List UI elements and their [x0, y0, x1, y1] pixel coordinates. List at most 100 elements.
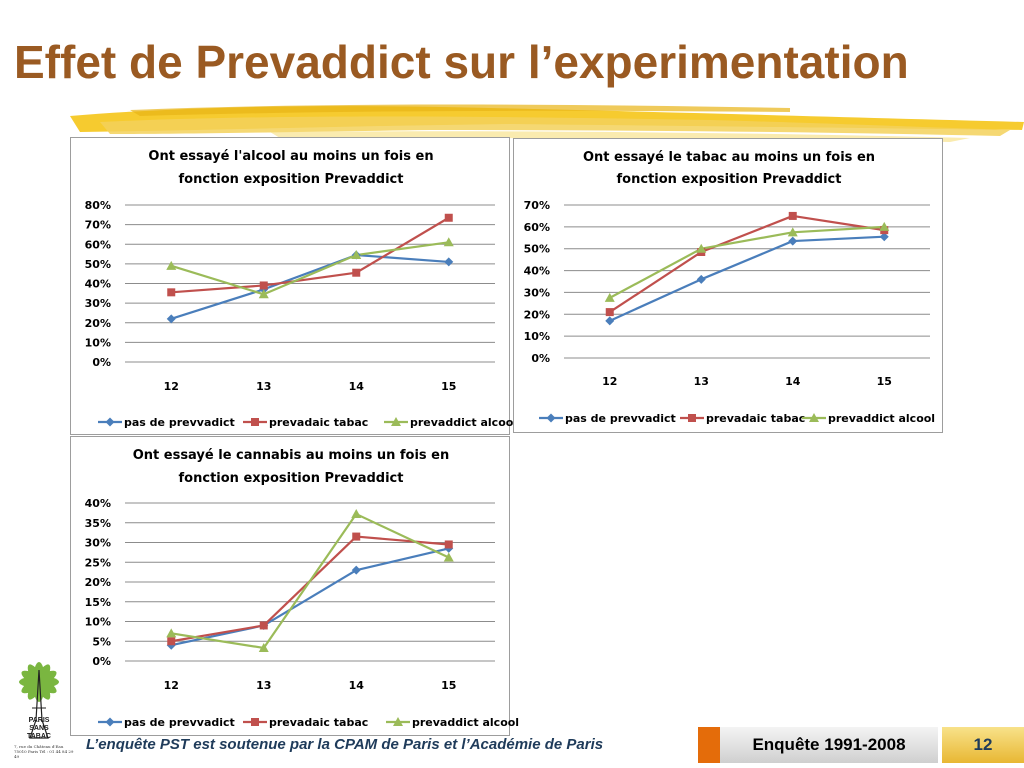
- chart-cannabis-data-point: [351, 565, 361, 575]
- chart-cannabis: Ont essayé le cannabis au moins un fois …: [70, 436, 519, 736]
- chart-cannabis-data-point: [166, 628, 177, 638]
- chart-alcool-series-line: [170, 253, 449, 320]
- chart-tabac-ytick-label: 0%: [531, 352, 550, 365]
- survey-label-box: Enquête 1991-2008: [720, 727, 938, 763]
- footer-accent: [698, 727, 720, 763]
- logo-line-3: TABAC: [27, 733, 51, 740]
- chart-alcool-ytick-label: 0%: [92, 356, 111, 369]
- chart-cannabis-data-point: [351, 509, 362, 519]
- chart-tabac-data-point: [879, 221, 890, 231]
- chart-alcool-series-line: [170, 241, 449, 296]
- chart-alcool-legend-label: prevadaic tabac: [269, 416, 368, 429]
- chart-tabac-legend-marker: [809, 413, 819, 422]
- chart-cannabis-xtick-label: 15: [441, 679, 456, 692]
- chart-tabac-title-line: Ont essayé le tabac au moins un fois en: [583, 150, 875, 165]
- chart-cannabis-legend-label: prevaddict alcool: [412, 716, 519, 729]
- chart-tabac-ytick-label: 70%: [524, 199, 550, 212]
- chart-tabac-svg: Ont essayé le tabac au moins un fois en f…: [524, 150, 935, 425]
- chart-tabac-xtick-label: 15: [877, 375, 892, 388]
- chart-tabac-ytick-label: 30%: [524, 286, 550, 299]
- chart-alcool-title-line: Ont essayé l'alcool au moins un fois en: [148, 149, 433, 164]
- chart-alcool-data-point: [166, 260, 177, 270]
- chart-alcool-data-point: [444, 213, 453, 222]
- chart-cannabis-title-line: Ont essayé le cannabis au moins un fois …: [133, 448, 450, 463]
- page-number: 12: [973, 735, 993, 754]
- chart-tabac-data-point: [696, 274, 706, 284]
- chart-cannabis-ytick-label: 5%: [92, 635, 111, 648]
- chart-alcool-xtick-label: 14: [349, 380, 365, 393]
- chart-cannabis-ytick-label: 0%: [92, 655, 111, 668]
- chart-cannabis-data-point: [167, 637, 176, 646]
- chart-alcool-legend-marker: [251, 418, 259, 426]
- chart-tabac-legend-marker: [546, 413, 556, 423]
- chart-cannabis-data-point: [443, 552, 454, 562]
- logo-line-1: PARIS: [29, 717, 50, 724]
- chart-tabac-data-point: [788, 236, 798, 246]
- chart-cannabis-ytick-label: 20%: [85, 576, 111, 589]
- chart-cannabis-ytick-label: 35%: [85, 517, 111, 530]
- chart-cannabis-data-point: [258, 642, 269, 652]
- chart-alcool-ytick-label: 30%: [85, 297, 111, 310]
- chart-cannabis-ytick-label: 15%: [85, 596, 111, 609]
- chart-tabac-legend-marker: [688, 414, 696, 422]
- chart-tabac-legend-label: prevadaic tabac: [706, 412, 805, 425]
- chart-cannabis-data-point: [259, 621, 268, 630]
- chart-tabac-data-point: [788, 211, 797, 220]
- chart-cannabis-legend-label: prevadaic tabac: [269, 716, 368, 729]
- chart-tabac-title-line: fonction exposition Prevaddict: [617, 172, 842, 187]
- chart-cannabis-data-point: [352, 532, 361, 541]
- chart-cannabis-series-line: [171, 547, 450, 647]
- chart-alcool-data-point: [443, 237, 454, 247]
- chart-alcool-legend-marker: [391, 417, 401, 426]
- chart-alcool-ytick-label: 70%: [85, 219, 111, 232]
- chart-cannabis-legend-marker: [251, 718, 259, 726]
- chart-tabac-ytick-label: 20%: [524, 308, 550, 321]
- chart-cannabis-xtick-label: 14: [349, 679, 365, 692]
- chart-tabac-data-point: [604, 292, 615, 302]
- chart-alcool-series-line: [171, 216, 450, 294]
- chart-cannabis-data-point: [444, 540, 453, 549]
- chart-tabac-legend-label: pas de prevvadict: [565, 412, 676, 425]
- chart-cannabis-ytick-label: 30%: [85, 537, 111, 550]
- chart-tabac-ytick-label: 40%: [524, 265, 550, 278]
- logo-line-2: SANS: [29, 725, 49, 732]
- chart-alcool-data-point: [259, 281, 268, 290]
- chart-alcool-ytick-label: 10%: [85, 336, 111, 349]
- chart-tabac-legend-label: prevaddict alcool: [828, 412, 935, 425]
- chart-cannabis-title-line: fonction exposition Prevaddict: [179, 471, 404, 486]
- chart-tabac-series-line: [609, 214, 885, 314]
- chart-tabac-data-point: [787, 227, 798, 237]
- chart-alcool-legend-label: pas de prevvadict: [124, 416, 235, 429]
- chart-tabac-data-point: [879, 232, 889, 242]
- chart-alcool-data-point: [166, 314, 176, 324]
- chart-tabac-data-point: [605, 308, 614, 317]
- chart-tabac-data-point: [605, 316, 615, 326]
- chart-alcool-ytick-label: 80%: [85, 199, 111, 212]
- paris-sans-tabac-logo: PARIS SANS TABAC: [19, 662, 59, 740]
- chart-cannabis-xtick-label: 12: [164, 679, 179, 692]
- page-number-box: 12: [942, 727, 1024, 763]
- chart-cannabis-series-line: [171, 512, 450, 650]
- chart-cannabis-series-line: [171, 535, 449, 643]
- chart-alcool-data-point: [352, 268, 361, 277]
- chart-alcool-xtick-label: 15: [441, 380, 456, 393]
- chart-tabac-xtick-label: 13: [694, 375, 709, 388]
- chart-alcool-title-line: fonction exposition Prevaddict: [179, 172, 404, 187]
- logo-address: 7, rue du Château d'Eau 75010 Paris Tél …: [14, 744, 74, 759]
- chart-alcool: Ont essayé l'alcool au moins un fois en f…: [70, 137, 517, 435]
- chart-alcool-xtick-label: 13: [256, 380, 271, 393]
- chart-tabac-data-point: [696, 243, 707, 253]
- chart-tabac-series-line: [609, 225, 885, 299]
- chart-alcool-ytick-label: 40%: [85, 278, 111, 291]
- chart-alcool-data-point: [167, 288, 176, 297]
- chart-cannabis-legend-marker: [393, 717, 403, 726]
- chart-alcool-data-point: [258, 289, 269, 299]
- chart-tabac-ytick-label: 10%: [524, 330, 550, 343]
- chart-tabac-series-line: [609, 235, 885, 322]
- chart-alcool-data-point: [444, 257, 454, 267]
- survey-label: Enquête 1991-2008: [752, 735, 906, 754]
- chart-tabac-ytick-label: 50%: [524, 243, 550, 256]
- chart-alcool-legend-marker: [105, 417, 115, 427]
- chart-alcool-ytick-label: 20%: [85, 317, 111, 330]
- chart-cannabis-ytick-label: 10%: [85, 616, 111, 629]
